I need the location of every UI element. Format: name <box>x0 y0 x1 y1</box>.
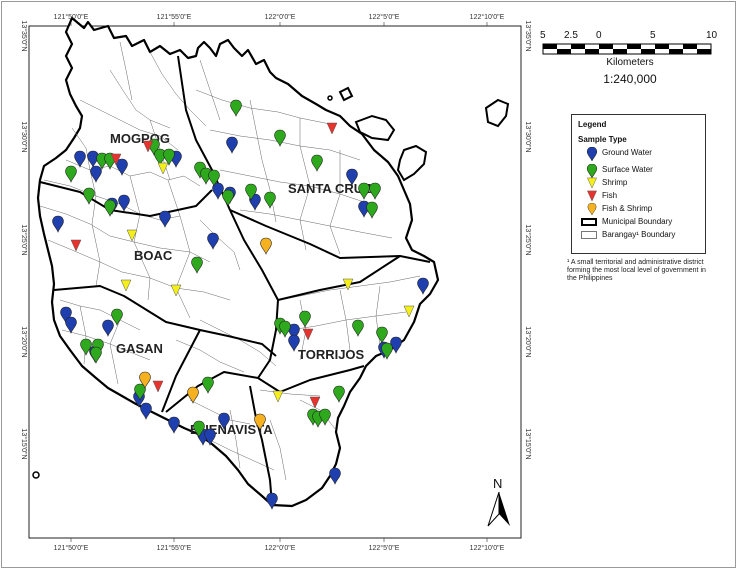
scale-label: 0 <box>596 30 602 41</box>
longitude-tick-label: 121°55'0"E <box>157 544 192 552</box>
longitude-tick-label: 122°10'0"E <box>470 13 505 21</box>
legend-label: Barangay¹ Boundary <box>602 230 676 239</box>
legend-item-barangay-boundary: Barangay¹ Boundary <box>578 229 699 242</box>
latitude-tick-label: 13°20'0"N <box>20 326 28 357</box>
longitude-tick-label: 122°5'0"E <box>369 13 400 21</box>
legend-item-ground-water: Ground Water <box>578 147 699 161</box>
longitude-tick-label: 122°5'0"E <box>369 544 400 552</box>
islet-6 <box>327 95 333 101</box>
scale-label: 5 <box>540 30 546 41</box>
ground-water-pin-icon <box>586 147 598 161</box>
top-tick-labels: 121°50'0"E 121°55'0"E 122°0'0"E 122°5'0"E 12… <box>54 13 505 21</box>
latitude-tick-label: 13°25'0"N <box>20 224 28 255</box>
latitude-tick-label: 13°15'0"N <box>20 428 28 459</box>
latitude-tick-label: 13°35'0"N <box>524 20 532 51</box>
ground-water-marker <box>329 467 341 485</box>
north-arrow-icon <box>487 491 510 527</box>
latitude-tick-label: 13°35'0"N <box>20 20 28 51</box>
legend-item-shrimp: Shrimp <box>578 177 699 190</box>
municipality-label-gasan: GASAN <box>116 341 163 356</box>
legend-item-surface-water: Surface Water <box>578 164 699 178</box>
barangay-boundary-swatch <box>581 231 597 239</box>
scale-bar: 5 2.5 0 5 10 Kilometers 1:240,000 <box>540 30 720 115</box>
barangay-footnote: ¹ A small territorial and administrative… <box>567 259 706 282</box>
scale-label: 10 <box>706 30 718 41</box>
legend-item-fish-and-shrimp: Fish & Shrimp <box>578 203 699 216</box>
scale-label: 2.5 <box>564 30 578 41</box>
legend-item-municipal-boundary: Municipal Boundary <box>578 216 699 229</box>
bottom-tick-labels: 121°50'0"E 121°55'0"E 122°0'0"E 122°5'0"E 12… <box>54 544 505 552</box>
islet-4 <box>338 86 354 102</box>
islet-3 <box>484 98 510 128</box>
islet-5 <box>32 471 40 479</box>
ground-water-marker <box>266 492 278 510</box>
ground-water-marker <box>168 416 180 434</box>
scale-ratio: 1:240,000 <box>603 72 657 86</box>
legend-label: Fish <box>602 191 618 200</box>
scale-bar-graphic <box>542 43 712 55</box>
fish-and-shrimp-pin-icon <box>587 203 597 215</box>
municipality-label-boac: BOAC <box>134 248 173 263</box>
legend-label: Surface Water <box>602 165 653 174</box>
legend-subtitle: Sample Type <box>578 135 627 144</box>
latitude-tick-label: 13°30'0"N <box>524 121 532 152</box>
municipality-label-santa-cruz: SANTA CRUZ <box>288 181 371 196</box>
ground-water-marker <box>140 402 152 420</box>
longitude-tick-label: 122°0'0"E <box>265 13 296 21</box>
municipal-boundary-swatch <box>581 218 597 226</box>
right-tick-labels: 13°35'0"N 13°30'0"N 13°25'0"N 13°20'0"N 13°1… <box>524 20 532 459</box>
latitude-tick-label: 13°20'0"N <box>524 326 532 357</box>
longitude-tick-label: 121°50'0"E <box>54 544 89 552</box>
legend-label: Fish & Shrimp <box>602 204 653 213</box>
islet-2 <box>396 144 428 182</box>
map-neatline <box>28 25 522 539</box>
municipality-label-torrijos: TORRIJOS <box>298 347 365 362</box>
left-tick-labels: 13°35'0"N 13°30'0"N 13°25'0"N 13°20'0"N 13°1… <box>20 20 28 459</box>
legend-label: Shrimp <box>602 178 628 187</box>
legend-label: Municipal Boundary <box>602 217 673 226</box>
longitude-tick-label: 121°50'0"E <box>54 13 89 21</box>
longitude-tick-label: 122°10'0"E <box>470 544 505 552</box>
scale-label: 5 <box>650 30 656 41</box>
longitude-tick-label: 122°0'0"E <box>265 544 296 552</box>
longitude-tick-label: 121°55'0"E <box>157 13 192 21</box>
surface-water-pin-icon <box>586 164 598 178</box>
legend-item-fish: Fish <box>578 190 699 203</box>
scale-units: Kilometers <box>606 57 654 68</box>
legend-title: Legend <box>578 120 607 129</box>
fish-triangle-icon <box>587 190 597 202</box>
islet-1 <box>354 114 396 142</box>
shrimp-triangle-icon <box>587 177 597 189</box>
legend-label: Ground Water <box>602 148 652 157</box>
latitude-tick-label: 13°15'0"N <box>524 428 532 459</box>
legend-box: Legend Sample Type Ground Water Surface … <box>571 114 706 254</box>
coordinate-ticks <box>70 22 488 542</box>
municipality-label-mogpog: MOGPOG <box>110 131 170 146</box>
north-arrow: N <box>484 476 514 528</box>
latitude-tick-label: 13°30'0"N <box>20 121 28 152</box>
north-label: N <box>493 476 503 491</box>
latitude-tick-label: 13°25'0"N <box>524 224 532 255</box>
